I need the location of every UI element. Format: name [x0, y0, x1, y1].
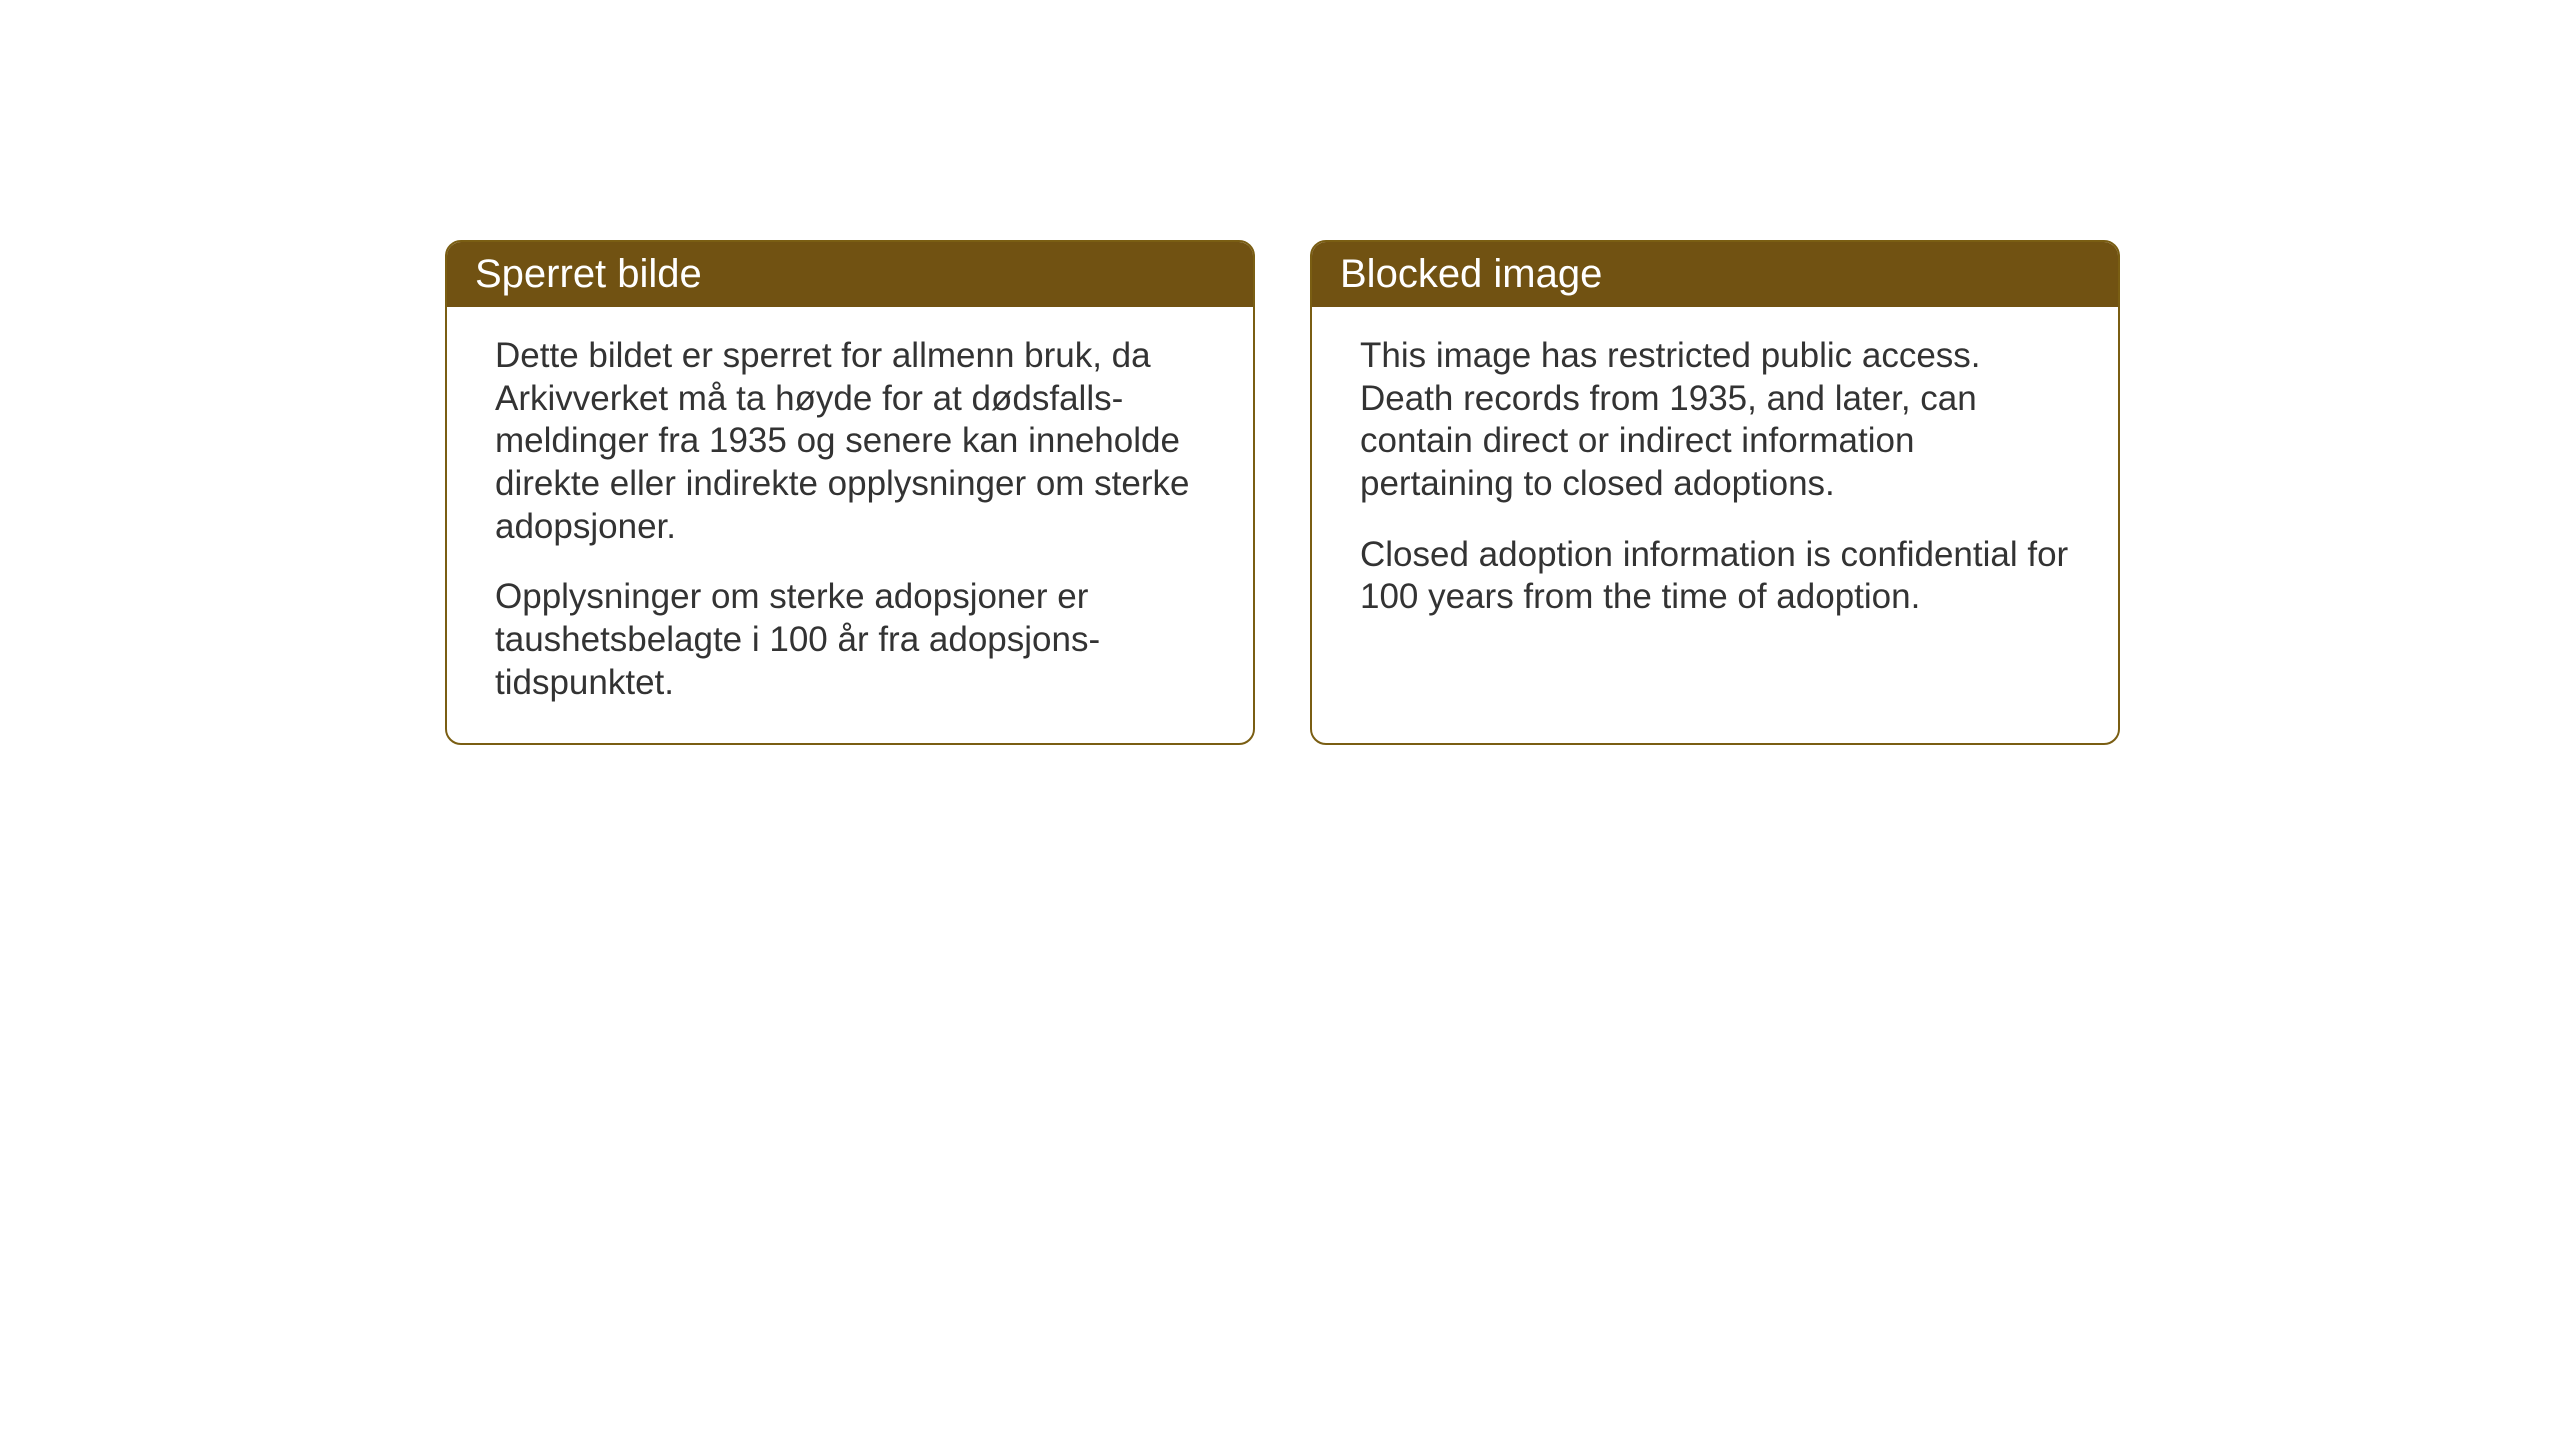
notice-body-english: This image has restricted public access.…: [1312, 307, 2118, 657]
notice-paragraph: Closed adoption information is confident…: [1360, 534, 2070, 619]
notice-paragraph: This image has restricted public access.…: [1360, 335, 2070, 506]
notice-paragraph: Dette bildet er sperret for allmenn bruk…: [495, 335, 1205, 548]
notice-card-norwegian: Sperret bilde Dette bildet er sperret fo…: [445, 240, 1255, 745]
notice-header-english: Blocked image: [1312, 242, 2118, 307]
notice-paragraph: Opplysninger om sterke adopsjoner er tau…: [495, 576, 1205, 704]
notice-card-english: Blocked image This image has restricted …: [1310, 240, 2120, 745]
notice-container: Sperret bilde Dette bildet er sperret fo…: [445, 240, 2120, 745]
notice-body-norwegian: Dette bildet er sperret for allmenn bruk…: [447, 307, 1253, 743]
notice-header-norwegian: Sperret bilde: [447, 242, 1253, 307]
